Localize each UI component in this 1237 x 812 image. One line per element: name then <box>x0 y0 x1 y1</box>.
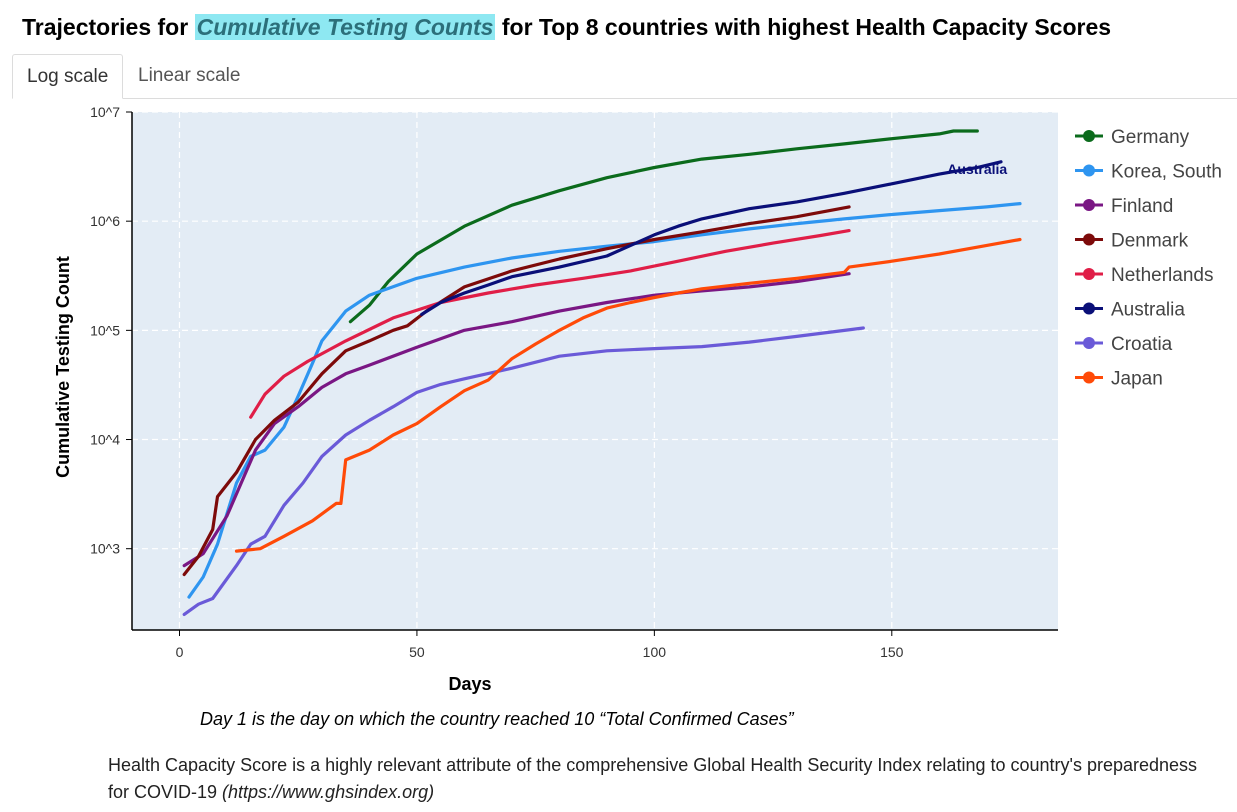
scale-tabs: Log scale Linear scale <box>12 54 1237 99</box>
legend-marker <box>1083 337 1095 349</box>
description: Health Capacity Score is a highly releva… <box>108 752 1208 806</box>
title-prefix: Trajectories for <box>22 14 195 40</box>
day-note: Day 1 is the day on which the country re… <box>200 709 794 729</box>
plot-background <box>132 112 1058 630</box>
y-tick-label: 10^6 <box>90 213 120 229</box>
y-tick-label: 10^7 <box>90 104 120 120</box>
chart: 0 50 100 150 10^3 10^4 10^5 10^6 10^7 Days Cumulat… <box>53 104 1222 694</box>
legend-marker <box>1083 371 1095 384</box>
annotation-label: Australia <box>947 161 1007 177</box>
legend-label: Netherlands <box>1111 265 1213 286</box>
title-suffix: for Top 8 countries with highest Health … <box>495 14 1112 40</box>
chart-title: Trajectories for Cumulative Testing Coun… <box>22 10 1111 44</box>
y-tick-label: 10^5 <box>90 322 120 338</box>
y-tick-label: 10^4 <box>90 432 120 448</box>
y-tick-label: 10^3 <box>90 541 120 557</box>
x-tick-label: 50 <box>409 644 425 660</box>
legend-label: Denmark <box>1111 231 1189 252</box>
legend-label: Japan <box>1111 369 1163 390</box>
description-text: Health Capacity Score is a highly releva… <box>108 755 1198 802</box>
x-tick-label: 150 <box>880 644 904 660</box>
legend-marker <box>1083 164 1095 177</box>
series-line-denmark <box>182 205 851 577</box>
series-line-australia <box>420 160 1003 316</box>
legend-label: Australia <box>1111 300 1185 321</box>
x-axis-title: Days <box>448 674 491 694</box>
tab-linear-scale[interactable]: Linear scale <box>138 65 241 86</box>
legend-label: Korea, South <box>1111 162 1222 183</box>
ghsindex-link[interactable]: (https://www.ghsindex.org) <box>222 782 435 802</box>
legend-label: Croatia <box>1111 334 1173 355</box>
series-line-germany <box>348 129 979 324</box>
tab-log-scale[interactable]: Log scale <box>12 54 124 99</box>
legend-marker <box>1083 268 1095 280</box>
series-line-netherlands <box>249 229 851 419</box>
legend-marker <box>1083 199 1095 211</box>
legend-marker <box>1083 233 1095 246</box>
series-line-japan <box>234 237 1022 553</box>
x-tick-label: 0 <box>176 644 184 660</box>
y-axis-title: Cumulative Testing Count <box>53 256 73 478</box>
legend-marker <box>1083 130 1095 142</box>
legend-label: Finland <box>1111 196 1173 217</box>
title-highlight: Cumulative Testing Counts <box>194 14 496 40</box>
legend-marker <box>1083 302 1095 315</box>
x-tick-label: 100 <box>643 644 667 660</box>
legend-label: Germany <box>1111 127 1190 148</box>
